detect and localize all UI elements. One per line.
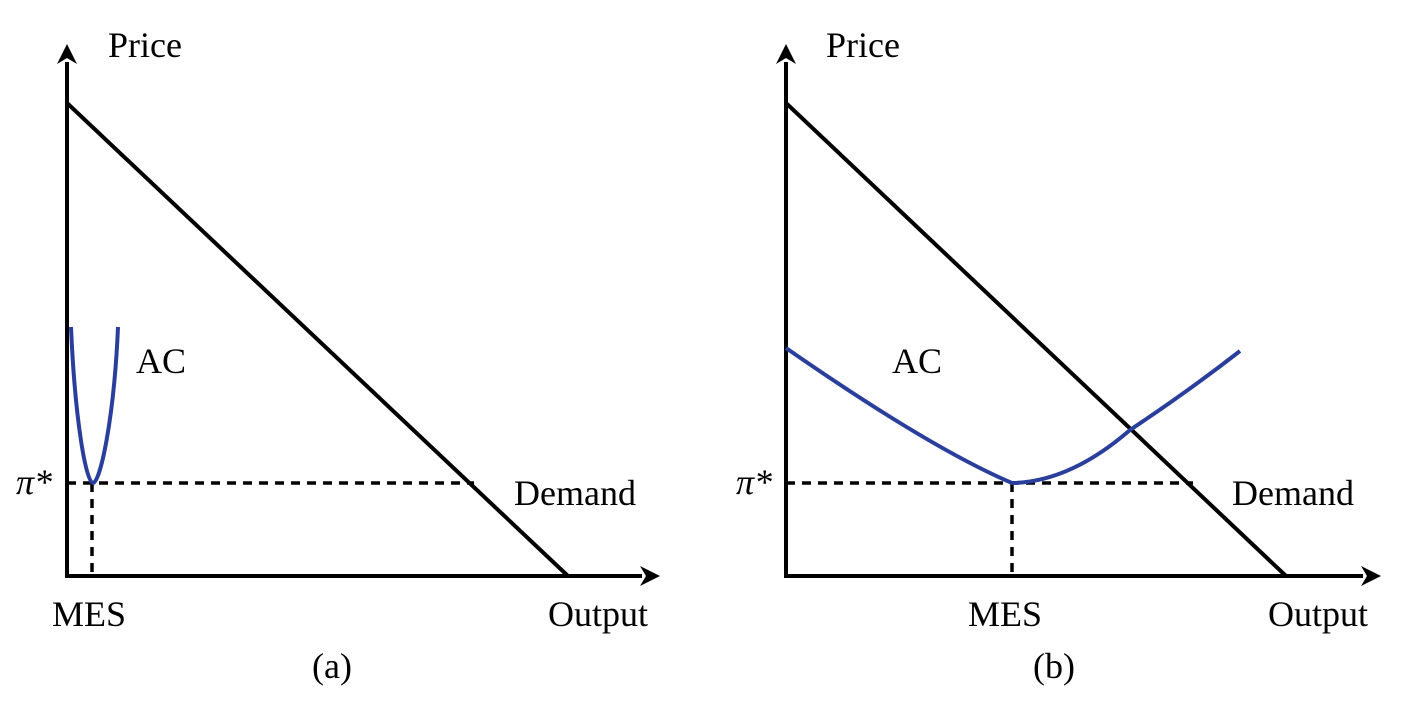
demand-curve — [65, 101, 570, 578]
panel-caption: (b) — [1033, 646, 1075, 686]
x-axis-label: Output — [548, 594, 648, 634]
mes-label: MES — [52, 594, 126, 634]
demand-label: Demand — [514, 473, 636, 513]
panel-caption: (a) — [312, 646, 352, 686]
price-label: π* — [736, 462, 772, 502]
y-axis-label: Price — [826, 25, 900, 65]
y-axis-label: Price — [108, 25, 182, 65]
panel-b: Price AC π* Demand MES Output (b) — [736, 25, 1381, 686]
price-label: π* — [16, 462, 52, 502]
ac-label: AC — [136, 341, 186, 381]
demand-curve — [784, 101, 1288, 578]
x-axis-label: Output — [1268, 594, 1368, 634]
mes-label: MES — [968, 594, 1042, 634]
ac-label: AC — [892, 341, 942, 381]
panel-a: Price AC π* Demand MES Output (a) — [16, 25, 660, 686]
average-cost-curve — [69, 326, 120, 486]
demand-label: Demand — [1232, 473, 1354, 513]
average-cost-curve — [784, 346, 1242, 486]
